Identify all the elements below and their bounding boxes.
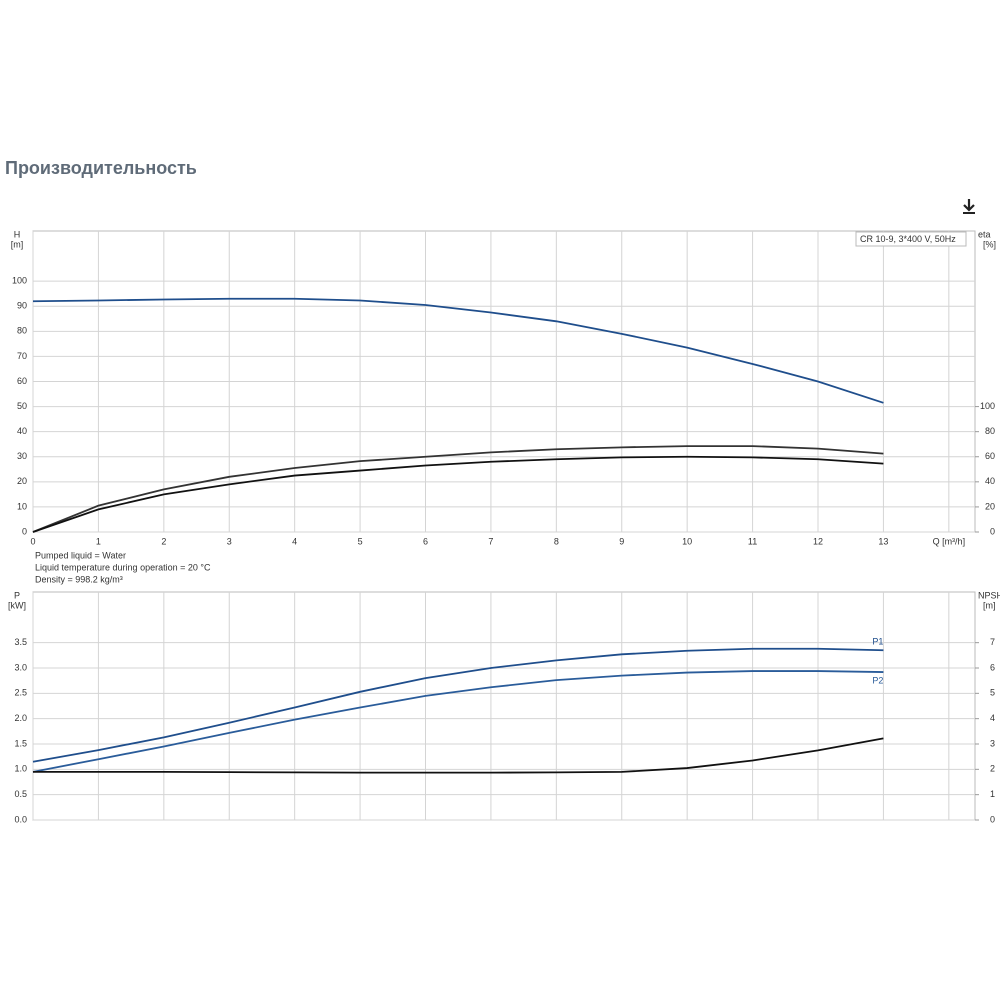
- y-tick-label: 30: [17, 451, 27, 461]
- y-tick-label: 1.5: [14, 738, 27, 748]
- y-tick-label: 2.5: [14, 688, 27, 698]
- y-tick-label: 10: [17, 501, 27, 511]
- y-tick-label: 0.5: [14, 789, 27, 799]
- y2-tick-label: 40: [985, 476, 995, 486]
- series-line: [32, 455, 884, 533]
- y-tick-label: 2.0: [14, 713, 27, 723]
- x-tick-label: 13: [878, 536, 888, 546]
- y2-tick-label: 20: [985, 501, 995, 511]
- y-axis-unit: [m]: [11, 239, 24, 249]
- series-line: [32, 445, 884, 533]
- series-label: P1: [872, 637, 883, 647]
- y2-tick-label: 100: [980, 401, 995, 411]
- y2-axis-label: eta: [978, 229, 991, 239]
- series-line: [32, 670, 884, 773]
- y-tick-label: 0: [22, 526, 27, 536]
- y-tick-label: 90: [17, 301, 27, 311]
- y2-axis-label: NPSH: [978, 590, 1000, 600]
- x-tick-label: 7: [488, 536, 493, 546]
- y2-tick-label: 80: [985, 426, 995, 436]
- y2-tick-label: 0: [990, 526, 995, 536]
- x-tick-label: 9: [619, 536, 624, 546]
- plot-area: [32, 591, 976, 821]
- y-axis-unit: [kW]: [8, 600, 26, 610]
- legend-box: [855, 231, 967, 247]
- y2-tick-label: 3: [990, 738, 995, 748]
- x-tick-label: 10: [682, 536, 692, 546]
- y-tick-label: 40: [17, 426, 27, 436]
- series-label: P2: [872, 675, 883, 685]
- annotation: Density = 998.2 kg/m³: [35, 574, 123, 584]
- y-tick-label: 100: [12, 276, 27, 286]
- y-axis-label: H: [14, 229, 21, 239]
- series-line: [32, 297, 884, 404]
- x-tick-label: 0: [30, 536, 35, 546]
- x-tick-label: Q [m³/h]: [933, 536, 966, 546]
- annotation: Pumped liquid = Water: [35, 550, 126, 560]
- x-tick-label: 1: [96, 536, 101, 546]
- x-tick-label: 5: [358, 536, 363, 546]
- y2-tick-label: 0: [990, 814, 995, 824]
- y2-tick-label: 1: [990, 789, 995, 799]
- y-tick-label: 3.5: [14, 637, 27, 647]
- y-tick-label: 1.0: [14, 764, 27, 774]
- y-tick-label: 50: [17, 401, 27, 411]
- y-tick-label: 80: [17, 326, 27, 336]
- y2-tick-label: 5: [990, 688, 995, 698]
- x-tick-label: 6: [423, 536, 428, 546]
- y-tick-label: 3.0: [14, 662, 27, 672]
- series-line: [33, 737, 884, 774]
- y2-axis-unit: [%]: [983, 239, 996, 249]
- y-tick-label: 70: [17, 351, 27, 361]
- y2-tick-label: 60: [985, 451, 995, 461]
- x-tick-label: 3: [227, 536, 232, 546]
- y-tick-label: 0.0: [14, 814, 27, 824]
- subtitle: CR 10-9, 3*400 V, 50Hz: [860, 234, 956, 244]
- page-title: Производительность: [5, 158, 197, 178]
- y2-tick-label: 4: [990, 713, 995, 723]
- y2-tick-label: 7: [990, 637, 995, 647]
- y-tick-label: 20: [17, 476, 27, 486]
- series-line: [32, 647, 884, 763]
- y-tick-label: 60: [17, 376, 27, 386]
- x-tick-label: 2: [161, 536, 166, 546]
- y2-tick-label: 6: [990, 662, 995, 672]
- download-icon[interactable]: [963, 199, 975, 214]
- y2-tick-label: 2: [990, 764, 995, 774]
- y-axis-label: P: [14, 590, 20, 600]
- x-tick-label: 12: [813, 536, 823, 546]
- x-tick-label: 11: [748, 536, 757, 546]
- annotation: Liquid temperature during operation = 20…: [35, 562, 211, 572]
- y2-axis-unit: [m]: [983, 600, 996, 610]
- x-tick-label: 8: [554, 536, 559, 546]
- x-tick-label: 4: [292, 536, 297, 546]
